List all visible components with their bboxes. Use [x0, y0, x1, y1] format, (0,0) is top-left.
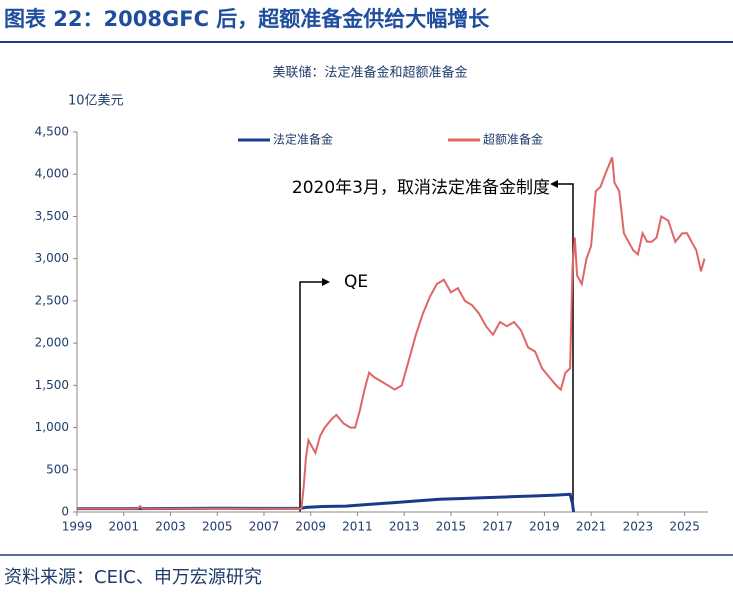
x-tick-label: 2001	[108, 520, 139, 534]
y-tick-label: 3,000	[35, 251, 69, 265]
series-line	[77, 156, 706, 510]
arrow-head	[550, 180, 558, 188]
arrow-head	[322, 278, 330, 286]
x-tick-label: 2023	[623, 520, 654, 534]
qe-arrow	[299, 281, 322, 512]
x-tick-label: 2005	[202, 520, 233, 534]
reform-arrow	[558, 183, 574, 512]
x-tick-label: 1999	[62, 520, 93, 534]
annotation: 2020年3月，取消法定准备金制度	[292, 178, 550, 198]
y-tick-label: 0	[61, 505, 69, 519]
y-tick-label: 4,500	[35, 125, 69, 139]
legend-label: 法定准备金	[273, 132, 333, 147]
y-tick-label: 1,000	[35, 420, 69, 434]
y-tick-label: 3,500	[35, 209, 69, 223]
y-tick-label: 1,500	[35, 378, 69, 392]
legend-label: 超额准备金	[483, 132, 543, 147]
source: 资料来源：CEIC、申万宏源研究	[4, 567, 262, 588]
x-tick-label: 2015	[436, 520, 467, 534]
y-axis-label: 10亿美元	[68, 94, 124, 109]
y-tick-label: 4,000	[35, 167, 69, 181]
x-tick-label: 2019	[529, 520, 560, 534]
annotation: QE	[344, 272, 368, 292]
x-tick-label: 2003	[155, 520, 186, 534]
x-tick-label: 2021	[576, 520, 607, 534]
x-tick-label: 2009	[295, 520, 326, 534]
y-tick-label: 2,000	[35, 336, 69, 350]
chart-title: 美联储：法定准备金和超额准备金	[272, 65, 467, 81]
y-tick-label: 2,500	[35, 293, 69, 307]
x-tick-label: 2017	[482, 520, 513, 534]
x-tick-label: 2025	[669, 520, 700, 534]
y-tick-label: 500	[46, 462, 69, 476]
figure-title: 图表 22：2008GFC 后，超额准备金供给大幅增长	[4, 7, 490, 31]
x-tick-label: 2013	[389, 520, 420, 534]
x-tick-label: 2007	[249, 520, 280, 534]
x-tick-label: 2011	[342, 520, 373, 534]
